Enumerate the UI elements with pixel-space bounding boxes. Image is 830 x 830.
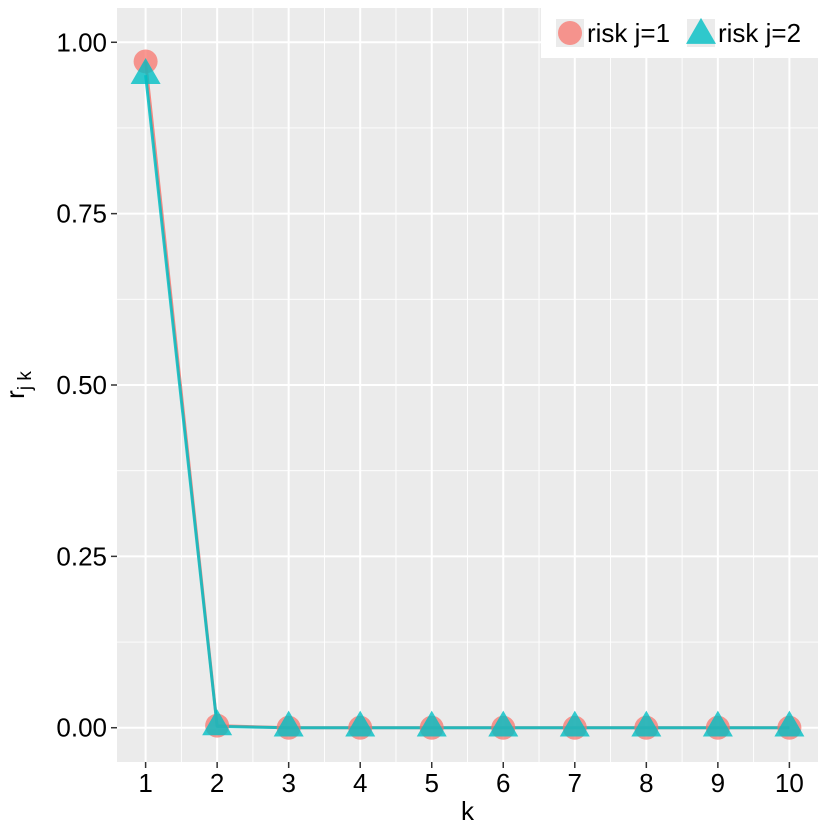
series-points-triangle xyxy=(130,58,805,737)
x-axis-title: k xyxy=(461,796,475,826)
x-tick-label: 7 xyxy=(568,768,582,798)
y-tick-label: 0.75 xyxy=(56,199,107,229)
x-tick-label: 1 xyxy=(138,768,152,798)
data-point-triangle xyxy=(631,710,662,737)
x-tick-label: 9 xyxy=(711,768,725,798)
series-layer xyxy=(130,49,805,740)
x-tick-label: 8 xyxy=(639,768,653,798)
series-line xyxy=(144,75,790,730)
legend-label: risk j=2 xyxy=(718,18,801,48)
x-tick-label: 3 xyxy=(281,768,295,798)
legend: risk j=1 risk j=2 xyxy=(541,8,818,58)
major-gridlines xyxy=(117,8,818,762)
data-point-triangle xyxy=(130,58,161,85)
legend-background xyxy=(541,8,818,58)
data-point-triangle xyxy=(559,710,590,737)
data-point-triangle xyxy=(702,710,733,737)
y-tick-label: 0.25 xyxy=(56,541,107,571)
data-point-triangle xyxy=(416,710,447,737)
y-axis-title-subscript: j k xyxy=(15,371,36,392)
x-tick-label: 4 xyxy=(353,768,367,798)
x-tick-label: 10 xyxy=(775,768,804,798)
series-triangle xyxy=(144,75,790,730)
axis-ticks xyxy=(111,41,791,768)
data-point-triangle xyxy=(774,710,805,737)
data-point-triangle xyxy=(273,710,304,737)
y-tick-label: 1.00 xyxy=(56,27,107,57)
legend-key-circle xyxy=(558,21,582,45)
x-tick-label: 5 xyxy=(425,768,439,798)
data-point-triangle xyxy=(488,710,519,737)
axis-tick-labels: 0.00 0.25 0.50 0.75 1.00 1 2 3 4 5 6 7 8 9 10 xyxy=(56,27,803,798)
data-point-triangle xyxy=(345,710,376,737)
y-axis-title-main: r xyxy=(0,390,30,399)
legend-label: risk j=1 xyxy=(587,18,670,48)
y-axis-title: rj k xyxy=(0,371,36,399)
data-point-triangle xyxy=(202,709,233,736)
y-tick-label: 0.00 xyxy=(56,713,107,743)
legend-key-triangle xyxy=(686,17,716,44)
x-tick-label: 2 xyxy=(210,768,224,798)
y-tick-label: 0.50 xyxy=(56,370,107,400)
x-tick-label: 6 xyxy=(496,768,510,798)
